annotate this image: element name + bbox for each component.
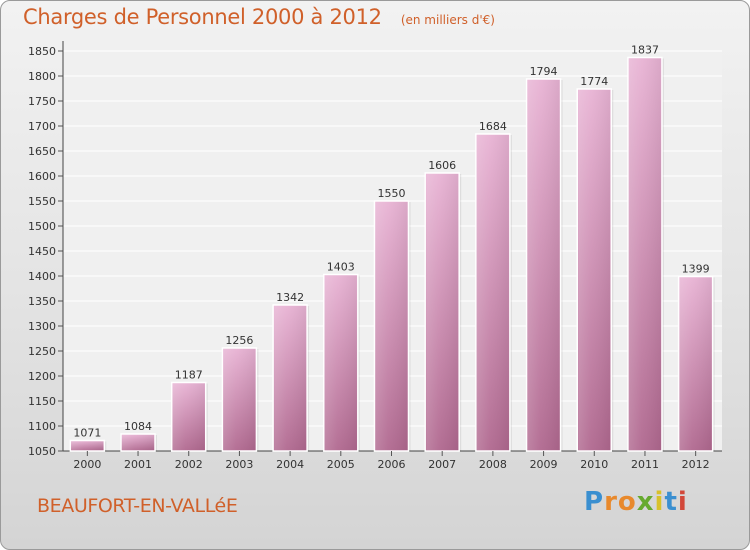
bar-highlight <box>223 349 256 450</box>
bar-highlight <box>71 441 104 450</box>
x-tick-label: 2004 <box>276 458 304 471</box>
bar-value-label: 1684 <box>479 120 507 133</box>
bar-value-label: 1794 <box>530 65 558 78</box>
y-tick-label: 1200 <box>28 370 56 383</box>
bar-highlight <box>628 58 661 450</box>
logo-letter: o <box>617 487 637 517</box>
x-tick-label: 2007 <box>428 458 456 471</box>
y-tick-label: 1500 <box>28 220 56 233</box>
x-tick-label: 2009 <box>530 458 558 471</box>
bar-value-label: 1399 <box>682 263 710 276</box>
bar-highlight <box>324 275 357 450</box>
bar-value-label: 1550 <box>378 187 406 200</box>
y-tick-label: 1250 <box>28 345 56 358</box>
y-tick-label: 1850 <box>28 45 56 58</box>
chart-title: Charges de Personnel 2000 à 2012 <box>23 5 382 29</box>
y-tick-label: 1300 <box>28 320 56 333</box>
y-tick-label: 1150 <box>28 395 56 408</box>
bar-highlight <box>527 80 560 450</box>
logo-letter: P <box>584 487 605 517</box>
x-tick-label: 2006 <box>378 458 406 471</box>
y-tick-label: 1800 <box>28 70 56 83</box>
bar-highlight <box>375 202 408 450</box>
bar-highlight <box>122 435 155 450</box>
bar-highlight <box>476 135 509 450</box>
bar-value-label: 1084 <box>124 420 152 433</box>
chart-subtitle: (en milliers d'€) <box>400 13 495 27</box>
x-tick-label: 2001 <box>124 458 152 471</box>
x-tick-label: 2000 <box>73 458 101 471</box>
bar-highlight <box>172 383 205 450</box>
bar-value-label: 1256 <box>225 334 253 347</box>
y-tick-label: 1650 <box>28 145 56 158</box>
bar-value-label: 1774 <box>580 75 608 88</box>
x-tick-label: 2010 <box>580 458 608 471</box>
y-tick-label: 1600 <box>28 170 56 183</box>
y-tick-label: 1700 <box>28 120 56 133</box>
bar-value-label: 1606 <box>428 159 456 172</box>
bar-value-label: 1187 <box>175 369 203 382</box>
bar-value-label: 1837 <box>631 44 659 57</box>
logo-letter: r <box>604 487 618 517</box>
bar-value-label: 1071 <box>73 427 101 440</box>
y-tick-label: 1400 <box>28 270 56 283</box>
proxiti-logo: Proxiti <box>584 487 688 517</box>
title-row: Charges de Personnel 2000 à 2012 (en mil… <box>23 5 495 29</box>
y-tick-label: 1450 <box>28 245 56 258</box>
x-tick-label: 2011 <box>631 458 659 471</box>
bar-highlight <box>679 277 712 450</box>
y-tick-label: 1750 <box>28 95 56 108</box>
logo-letter: i <box>677 487 688 517</box>
bar-value-label: 1342 <box>276 291 304 304</box>
bar-highlight <box>578 90 611 450</box>
x-tick-label: 2002 <box>175 458 203 471</box>
y-tick-label: 1550 <box>28 195 56 208</box>
bar-highlight <box>426 174 459 450</box>
x-tick-label: 2005 <box>327 458 355 471</box>
y-tick-label: 1050 <box>28 445 56 458</box>
x-tick-label: 2008 <box>479 458 507 471</box>
logo-letter: i <box>654 487 665 517</box>
x-tick-label: 2003 <box>225 458 253 471</box>
logo-letter: x <box>636 487 655 517</box>
y-tick-label: 1350 <box>28 295 56 308</box>
logo-letter: t <box>664 487 678 517</box>
x-tick-label: 2012 <box>682 458 710 471</box>
bar-highlight <box>274 306 307 450</box>
place-name: BEAUFORT-EN-VALLéE <box>37 495 238 517</box>
bar-value-label: 1403 <box>327 261 355 274</box>
y-tick-label: 1100 <box>28 420 56 433</box>
